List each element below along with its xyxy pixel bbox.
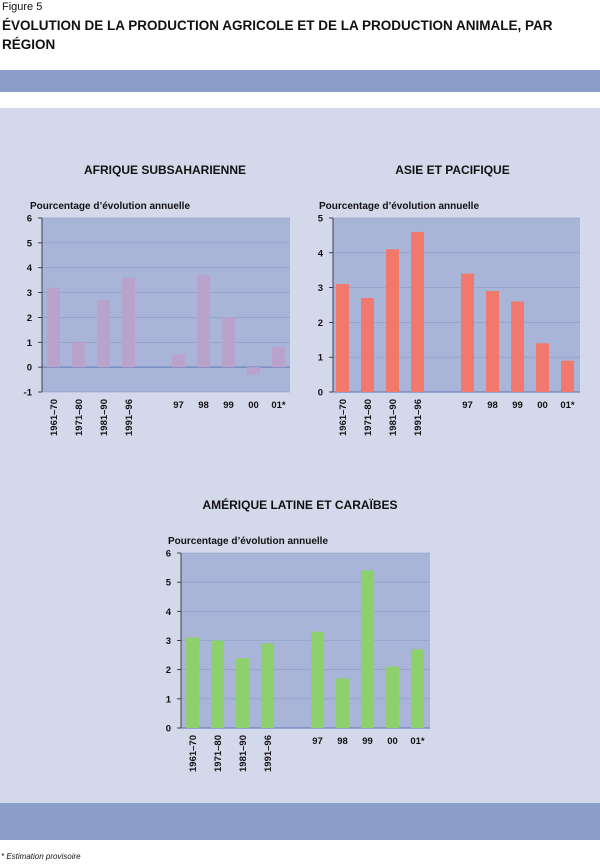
x-tick-label: 1971–80 <box>363 399 374 436</box>
x-tick-label: 1981–90 <box>238 735 249 772</box>
bar-amerique-2 <box>236 658 249 728</box>
bar-asie-6 <box>486 291 499 392</box>
figure-label: Figure 5 <box>2 1 43 13</box>
y-tick-label: 4 <box>318 248 324 259</box>
y-tick-label: -1 <box>24 388 33 399</box>
y-tick-label: 0 <box>166 724 171 735</box>
y-tick-label: 1 <box>27 338 33 349</box>
bar-asie-9 <box>561 360 574 392</box>
x-tick-label: 97 <box>173 400 184 411</box>
x-tick-label: 99 <box>362 736 373 747</box>
ylabel-afrique: Pourcentage d’évolution annuelle <box>30 201 191 212</box>
y-tick-label: 5 <box>166 578 172 589</box>
y-tick-label: 5 <box>27 238 33 249</box>
x-tick-label: 97 <box>312 736 323 747</box>
x-tick-label: 1981–90 <box>99 399 110 436</box>
bar-afrique-9 <box>272 347 285 368</box>
chart-title-afrique: AFRIQUE SUBSAHARIENNE <box>83 163 246 177</box>
bar-amerique-9 <box>411 649 424 728</box>
x-tick-label: 1971–80 <box>213 735 224 772</box>
x-tick-label: 1991–96 <box>413 399 424 436</box>
ylabel-asie: Pourcentage d’évolution annuelle <box>319 201 480 212</box>
bar-afrique-1 <box>72 342 85 368</box>
bar-asie-0 <box>336 284 349 392</box>
x-tick-label: 01* <box>410 736 425 747</box>
bar-afrique-2 <box>97 300 110 368</box>
bar-afrique-7 <box>222 317 235 368</box>
ylabel-amerique: Pourcentage d’évolution annuelle <box>168 536 329 547</box>
x-tick-label: 01* <box>271 400 286 411</box>
x-tick-label: 1991–96 <box>124 399 135 436</box>
y-tick-label: 3 <box>318 283 323 294</box>
bottom-band <box>0 803 600 840</box>
y-tick-label: 2 <box>318 318 323 329</box>
y-tick-label: 1 <box>318 353 324 364</box>
bar-afrique-6 <box>197 275 210 368</box>
x-tick-label: 97 <box>462 400 473 411</box>
x-tick-label: 1971–80 <box>74 399 85 436</box>
x-tick-label: 01* <box>560 400 575 411</box>
chart-title-asie: ASIE ET PACIFIQUE <box>395 163 510 177</box>
footnote: * Estimation provisoire <box>1 852 81 861</box>
y-tick-label: 3 <box>166 636 171 647</box>
y-tick-label: 0 <box>318 388 323 399</box>
x-tick-label: 00 <box>248 400 259 411</box>
y-tick-label: 4 <box>27 263 33 274</box>
x-tick-label: 1961–70 <box>49 399 60 436</box>
x-tick-label: 00 <box>387 736 398 747</box>
y-tick-label: 6 <box>166 549 171 560</box>
y-tick-label: 0 <box>27 363 32 374</box>
x-tick-label: 99 <box>223 400 234 411</box>
bar-amerique-8 <box>386 666 399 728</box>
y-tick-label: 3 <box>27 288 32 299</box>
chart-title-amerique: AMÉRIQUE LATINE ET CARAÏBES <box>202 498 398 512</box>
bar-amerique-7 <box>361 570 374 728</box>
x-tick-label: 1961–70 <box>188 735 199 772</box>
bar-asie-8 <box>536 343 549 392</box>
x-tick-label: 98 <box>337 736 348 747</box>
x-tick-label: 99 <box>512 400 523 411</box>
bar-asie-1 <box>361 298 374 392</box>
y-tick-label: 5 <box>318 214 324 225</box>
y-tick-label: 2 <box>166 665 171 676</box>
y-tick-label: 2 <box>27 313 32 324</box>
bar-asie-2 <box>386 249 399 392</box>
bar-asie-3 <box>411 231 424 392</box>
bar-afrique-0 <box>47 287 60 368</box>
y-tick-label: 6 <box>27 214 32 225</box>
bar-afrique-5 <box>172 354 185 368</box>
figure-title: ÉVOLUTION DE LA PRODUCTION AGRICOLE ET D… <box>2 18 553 52</box>
bar-afrique-8 <box>247 367 260 375</box>
bar-amerique-0 <box>186 637 199 728</box>
x-tick-label: 98 <box>487 400 498 411</box>
x-tick-label: 1981–90 <box>388 399 399 436</box>
bar-afrique-3 <box>122 277 135 368</box>
x-tick-label: 98 <box>198 400 209 411</box>
bar-asie-5 <box>461 273 474 392</box>
y-tick-label: 1 <box>166 694 172 705</box>
y-tick-label: 4 <box>166 607 172 618</box>
x-tick-label: 00 <box>537 400 548 411</box>
top-band <box>0 70 600 92</box>
bar-amerique-3 <box>261 643 274 728</box>
bar-asie-7 <box>511 301 524 392</box>
x-tick-label: 1991–96 <box>263 735 274 772</box>
x-tick-label: 1961–70 <box>338 399 349 436</box>
bar-amerique-5 <box>311 631 324 728</box>
bar-amerique-6 <box>336 678 349 728</box>
bar-amerique-1 <box>211 640 224 728</box>
